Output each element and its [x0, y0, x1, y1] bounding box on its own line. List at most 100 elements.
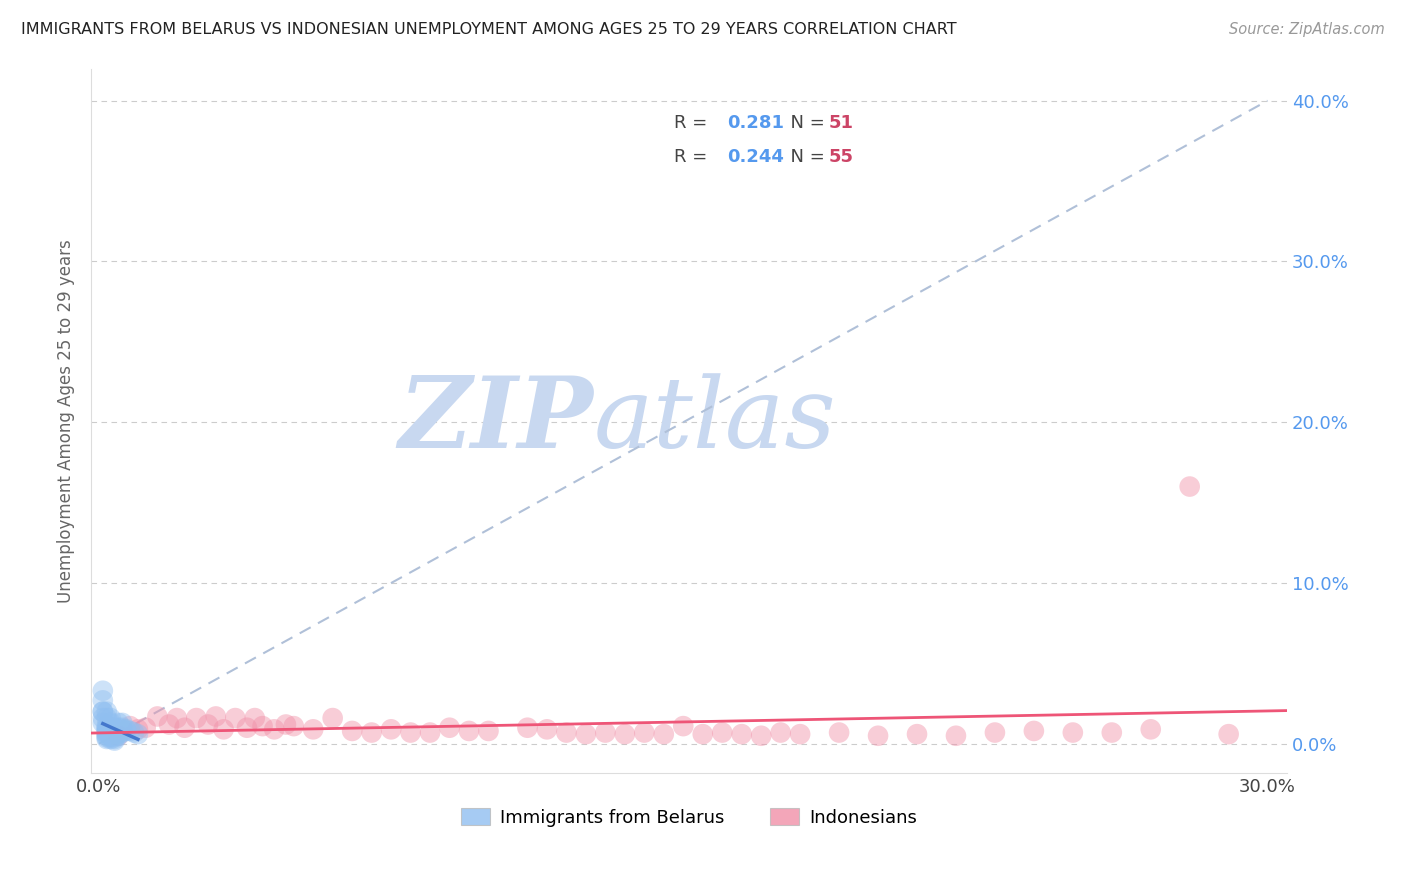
Point [103, 725, 125, 739]
Point [100, 725, 122, 739]
Text: R =: R = [673, 113, 713, 132]
Text: N =: N = [779, 148, 831, 166]
Point [100, 731, 122, 746]
Point [274, 717, 297, 731]
Point [360, 725, 382, 739]
Point [516, 721, 538, 735]
Point [91, 683, 114, 698]
Point [100, 723, 122, 738]
Point [224, 711, 246, 725]
Point [984, 725, 1007, 739]
Point [127, 723, 149, 737]
Point [197, 717, 219, 731]
Point [111, 723, 134, 738]
Point [100, 729, 122, 743]
Text: R =: R = [673, 148, 713, 166]
Point [100, 715, 122, 730]
Legend: Immigrants from Belarus, Indonesians: Immigrants from Belarus, Indonesians [454, 801, 925, 834]
Point [96, 723, 118, 737]
Point [1139, 723, 1161, 737]
Text: 51: 51 [828, 113, 853, 132]
Point [96, 731, 118, 746]
Point [103, 731, 125, 745]
Text: N =: N = [779, 113, 831, 132]
Point [107, 729, 129, 743]
Point [1218, 727, 1240, 741]
Point [157, 717, 180, 731]
Y-axis label: Unemployment Among Ages 25 to 29 years: Unemployment Among Ages 25 to 29 years [58, 239, 75, 602]
Point [103, 721, 125, 735]
Point [692, 727, 714, 741]
Point [120, 719, 142, 733]
Point [458, 723, 481, 738]
Point [633, 725, 655, 739]
Point [731, 727, 754, 741]
Point [252, 719, 274, 733]
Point [1178, 479, 1201, 493]
Point [575, 727, 598, 741]
Point [340, 723, 363, 738]
Point [613, 727, 636, 741]
Point [135, 721, 157, 735]
Point [711, 725, 734, 739]
Point [283, 719, 305, 733]
Point [173, 721, 195, 735]
Point [477, 723, 499, 738]
Point [1022, 723, 1045, 738]
Point [107, 723, 129, 738]
Point [945, 729, 967, 743]
Point [186, 711, 208, 725]
Point [111, 725, 134, 739]
Point [769, 725, 792, 739]
Text: ZIP: ZIP [398, 372, 593, 469]
Point [439, 721, 461, 735]
Point [111, 723, 134, 737]
Point [96, 719, 118, 733]
Point [380, 723, 402, 737]
Point [91, 705, 114, 719]
Point [302, 723, 325, 737]
Point [115, 723, 138, 738]
Point [789, 727, 811, 741]
Point [146, 709, 169, 723]
Point [100, 723, 122, 737]
Point [100, 711, 122, 725]
Point [1062, 725, 1084, 739]
Point [243, 711, 266, 725]
Point [120, 723, 142, 738]
Point [100, 727, 122, 741]
Point [96, 727, 118, 741]
Point [419, 725, 441, 739]
Point [122, 725, 145, 739]
Point [166, 711, 188, 725]
Point [672, 719, 695, 733]
Point [96, 723, 118, 738]
Point [107, 725, 129, 739]
Point [96, 731, 118, 745]
Point [204, 709, 226, 723]
Point [1101, 725, 1123, 739]
Point [212, 723, 235, 737]
Point [103, 729, 125, 743]
Text: IMMIGRANTS FROM BELARUS VS INDONESIAN UNEMPLOYMENT AMONG AGES 25 TO 29 YEARS COR: IMMIGRANTS FROM BELARUS VS INDONESIAN UN… [21, 22, 956, 37]
Point [100, 731, 122, 745]
Point [749, 729, 772, 743]
Point [103, 731, 125, 746]
Point [555, 725, 578, 739]
Point [107, 729, 129, 743]
Point [96, 711, 118, 725]
Point [111, 721, 134, 735]
Text: 0.244: 0.244 [727, 148, 785, 166]
Point [107, 715, 129, 730]
Point [107, 727, 129, 741]
Point [91, 693, 114, 707]
Point [100, 721, 122, 735]
Point [103, 723, 125, 738]
Point [91, 715, 114, 730]
Text: 0.281: 0.281 [727, 113, 785, 132]
Point [115, 723, 138, 737]
Point [399, 725, 422, 739]
Text: Source: ZipAtlas.com: Source: ZipAtlas.com [1229, 22, 1385, 37]
Point [828, 725, 851, 739]
Point [536, 723, 558, 737]
